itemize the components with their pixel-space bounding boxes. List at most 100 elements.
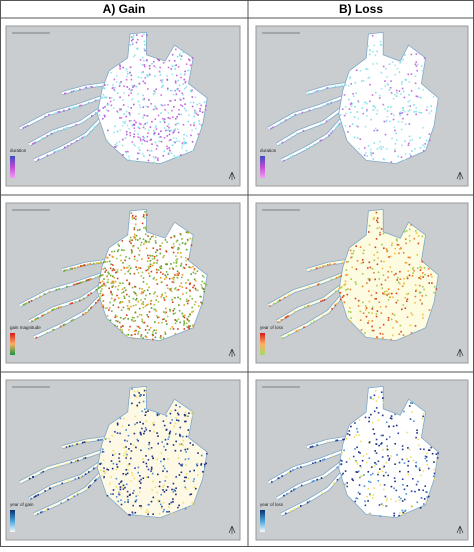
map-pixel — [178, 243, 181, 246]
map-pixel — [86, 279, 89, 281]
map-pixel — [383, 260, 385, 263]
map-pixel — [395, 238, 398, 241]
map-pixel — [172, 137, 175, 139]
map-pixel — [130, 249, 133, 251]
map-pixel — [147, 410, 149, 412]
map-pixel — [282, 159, 285, 162]
map-pixel — [132, 337, 135, 340]
map-pixel — [341, 460, 343, 462]
map-pixel — [118, 460, 121, 463]
map-pixel — [167, 486, 169, 488]
map-pixel — [106, 307, 108, 309]
map-pixel — [160, 460, 162, 463]
map-pixel — [180, 443, 183, 445]
map-pixel — [322, 315, 325, 317]
map-pixel — [396, 67, 399, 70]
map-pixel — [130, 334, 133, 336]
map-pixel — [336, 466, 339, 469]
map-pixel — [364, 147, 366, 149]
map-pixel — [98, 114, 101, 117]
map-pixel — [376, 336, 378, 338]
map-pixel — [117, 500, 120, 503]
map-pixel — [400, 156, 403, 159]
map-pixel — [349, 249, 352, 252]
map-pixel — [371, 320, 374, 322]
map-pixel — [354, 82, 357, 84]
map-pixel — [189, 442, 192, 444]
map-pixel — [190, 266, 192, 269]
map-pixel — [314, 90, 316, 93]
map-pixel — [308, 109, 311, 112]
map-pixel — [335, 439, 337, 442]
map-pixel — [191, 129, 193, 132]
map-pixel — [71, 302, 73, 304]
map-pixel — [136, 259, 139, 262]
map-pixel — [156, 316, 159, 319]
map-pixel — [416, 254, 419, 256]
map-pixel — [409, 240, 411, 242]
map-pixel — [390, 92, 393, 94]
map-pixel — [131, 474, 134, 476]
map-pixel — [394, 148, 396, 151]
map-pixel — [435, 109, 438, 112]
map-pixel — [352, 93, 354, 95]
map-pixel — [119, 64, 121, 66]
map-pixel — [91, 115, 93, 117]
map-pixel — [414, 75, 417, 77]
map-pixel — [107, 271, 109, 274]
map-pixel — [185, 322, 188, 325]
map-pixel — [340, 459, 342, 462]
map-pixel — [375, 463, 378, 465]
map-pixel — [343, 284, 345, 286]
map-pixel — [114, 125, 116, 128]
map-pixel — [385, 421, 388, 424]
map-pixel — [347, 85, 350, 87]
map-pixel — [190, 412, 193, 414]
map-pixel — [434, 478, 436, 480]
map-pixel — [128, 283, 131, 286]
map-pixel — [154, 108, 156, 110]
map-pixel — [179, 252, 182, 254]
map-pixel — [32, 476, 34, 478]
map-pixel — [169, 130, 171, 132]
map-pixel — [106, 139, 109, 142]
map-pixel — [182, 444, 184, 447]
map-pixel — [290, 490, 293, 492]
map-pixel — [353, 436, 356, 438]
map-pixel — [359, 476, 361, 479]
map-pixel — [396, 279, 398, 281]
map-pixel — [385, 305, 387, 308]
map-pixel — [112, 84, 114, 86]
map-pixel — [64, 146, 66, 149]
map-pixel — [345, 461, 348, 463]
map-pixel — [287, 334, 290, 336]
map-pixel — [179, 285, 181, 287]
map-pixel — [127, 270, 129, 273]
map-pixel — [175, 262, 178, 264]
map-pixel — [319, 460, 322, 462]
map-pixel — [85, 86, 88, 89]
map-pixel — [367, 322, 369, 324]
map-pixel — [177, 296, 179, 299]
map-pixel — [114, 280, 117, 283]
map-pixel — [182, 97, 185, 100]
map-pixel — [190, 244, 193, 247]
map-pixel — [373, 271, 375, 274]
map-pixel — [160, 140, 163, 143]
map-pixel — [424, 273, 426, 276]
map-pixel — [135, 85, 138, 88]
map-pixel — [365, 102, 368, 105]
map-pixel — [178, 462, 181, 465]
map-pixel — [423, 145, 426, 148]
map-pixel — [151, 120, 153, 123]
map-pixel — [172, 444, 175, 446]
map-pixel — [300, 484, 303, 487]
map-pixel — [400, 330, 402, 333]
map-pixel — [190, 493, 193, 495]
map-pixel — [350, 425, 352, 428]
map-pixel — [133, 235, 135, 238]
map-pixel — [182, 266, 185, 269]
map-pixel — [386, 115, 389, 118]
map-pixel — [168, 147, 170, 149]
map-pixel — [347, 131, 349, 133]
